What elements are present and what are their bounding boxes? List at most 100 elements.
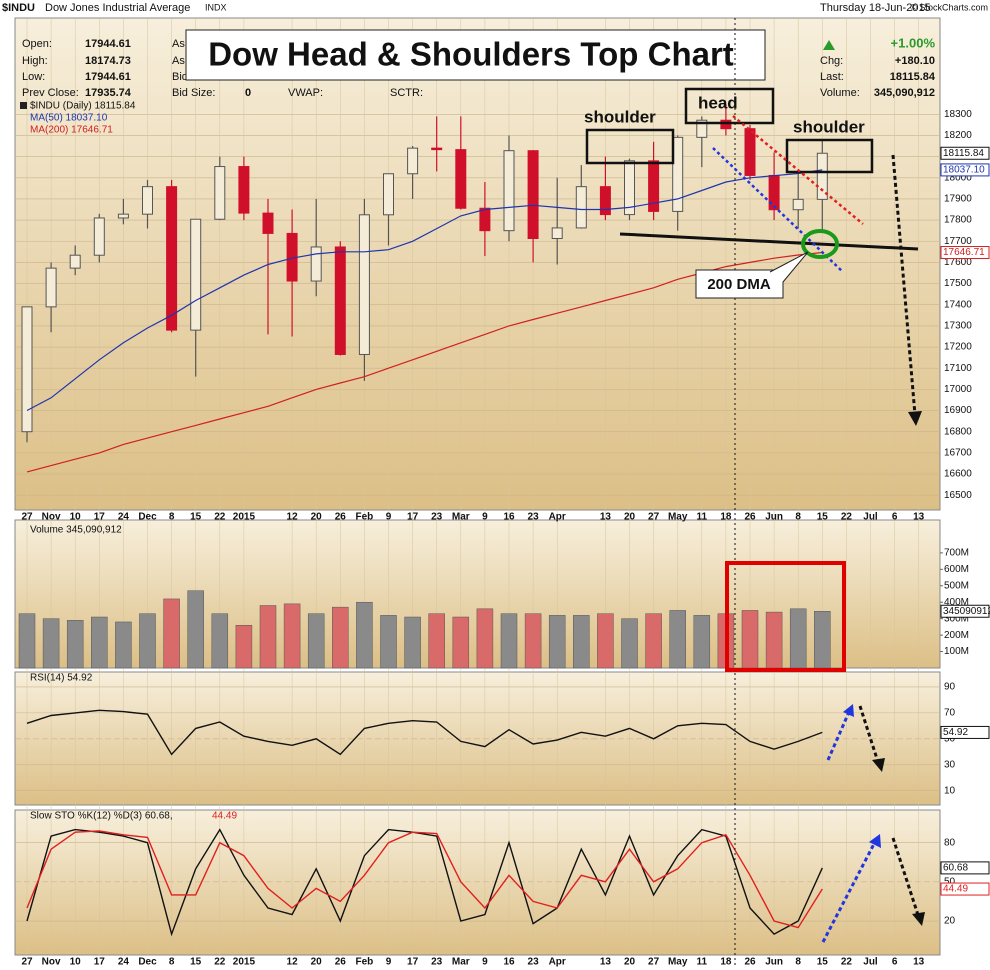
- field-value: 17935.74: [85, 87, 132, 99]
- x-tick-label: 9: [482, 512, 488, 523]
- x-tick-label: 13: [913, 512, 925, 523]
- shoulder-box: [785, 138, 874, 174]
- x-tick-label: Nov: [42, 512, 61, 523]
- y-tick-label: 16800: [944, 426, 972, 437]
- x-tick-label: 26: [744, 957, 756, 968]
- x-tick-label: Jun: [765, 957, 783, 968]
- x-tick-label: 20: [311, 512, 323, 523]
- x-tick-label: Feb: [356, 957, 374, 968]
- series-line: [26, 828, 823, 937]
- volume-bar: [115, 621, 132, 669]
- volume-bar: [645, 613, 662, 669]
- x-tick-label: 17: [94, 512, 106, 523]
- annotation-layer: [585, 18, 925, 965]
- x-tick-label: 22: [841, 957, 853, 968]
- panel-title: Volume 345,090,912: [30, 525, 122, 536]
- volume-bar: [669, 610, 686, 669]
- field-label: Low:: [22, 71, 45, 83]
- x-tick-label: 12: [287, 512, 299, 523]
- x-tick-label: 26: [744, 512, 756, 523]
- trend-line: [732, 115, 864, 225]
- x-tick-label: 2015: [233, 512, 256, 523]
- x-tick-label: 11: [697, 957, 708, 968]
- chart-title: Dow Head & Shoulders Top Chart: [208, 36, 734, 73]
- field-label: Prev Close:: [22, 87, 79, 99]
- x-tick-label: 22: [841, 512, 853, 523]
- value-tag-label: 345090912: [943, 606, 990, 617]
- panel-title: RSI(14) 54.92: [30, 673, 93, 684]
- arrow: [858, 705, 880, 763]
- y-tick-label: 18300: [944, 109, 972, 120]
- x-tick-label: 26: [335, 512, 347, 523]
- candle-body: [45, 267, 57, 308]
- arrowhead: [869, 834, 881, 848]
- x-tick-label: 8: [169, 512, 175, 523]
- value-tag: [940, 861, 990, 875]
- x-tick-label: 24: [118, 957, 130, 968]
- field-value: 18174.73: [85, 55, 131, 67]
- annotation: 200 DMA: [707, 276, 771, 293]
- candle-body: [407, 147, 419, 175]
- value-tag-label: 17646.71: [943, 247, 985, 258]
- y-tick-label: 16600: [944, 469, 972, 480]
- y-tick-label: 200M: [944, 630, 969, 641]
- date: Thursday 18-Jun-2015: [820, 2, 931, 14]
- volume-bar: [452, 616, 470, 669]
- x-tick-label: 17: [407, 512, 419, 523]
- x-tick-label: Nov: [42, 957, 61, 968]
- x-tick-label: 11: [697, 512, 708, 523]
- volume-bar: [259, 605, 277, 669]
- x-tick-label: 8: [795, 512, 801, 523]
- candle-body: [816, 152, 828, 200]
- volume-bar: [476, 608, 494, 669]
- volume-bar: [66, 620, 84, 669]
- x-tick-label: 23: [431, 957, 443, 968]
- candle-body: [69, 254, 81, 269]
- volume-bar: [42, 618, 60, 669]
- volume-bar: [235, 624, 253, 669]
- x-tick-label: 24: [118, 512, 130, 523]
- volume-bar: [765, 611, 783, 669]
- volume-bar: [332, 606, 349, 669]
- series-line: [26, 169, 823, 412]
- x-tick-label: 20: [624, 512, 636, 523]
- candle-body: [431, 147, 443, 151]
- x-tick-label: 6: [892, 957, 898, 968]
- candle-body: [262, 212, 274, 234]
- x-tick-label: 10: [70, 512, 82, 523]
- candle-body: [238, 166, 250, 214]
- candle-body: [551, 227, 563, 240]
- value-tag: [940, 146, 990, 160]
- arrow: [826, 711, 851, 761]
- x-tick-label: 13: [600, 512, 612, 523]
- candle-body: [720, 119, 732, 130]
- x-tick-label: 16: [503, 957, 515, 968]
- value-tag: [940, 163, 990, 177]
- x-tick-label: 27: [648, 512, 660, 523]
- x-tick-label: 15: [817, 957, 829, 968]
- x-tick-label: May: [668, 957, 688, 968]
- arrowhead: [843, 704, 854, 717]
- x-tick-label: 26: [335, 957, 347, 968]
- field-label: Bid Size:: [172, 87, 215, 99]
- change-pct: +1.00%: [891, 35, 936, 50]
- x-tick-label: 13: [913, 957, 925, 968]
- y-tick-label: 700M: [944, 548, 969, 559]
- volume-bar: [404, 616, 421, 669]
- legend-entry: $INDU (Daily) 18115.84: [30, 101, 136, 112]
- x-tick-label: Apr: [549, 512, 566, 523]
- up-arrow: [823, 40, 835, 50]
- value-tag: [940, 604, 990, 618]
- x-tick-label: 15: [190, 957, 202, 968]
- field-label: Volume:: [820, 87, 860, 99]
- volume-bar: [789, 608, 807, 669]
- x-tick-label: 27: [21, 957, 33, 968]
- sto-panel: [14, 809, 941, 956]
- volume-bar: [741, 610, 759, 669]
- x-tick-label: 16: [503, 512, 515, 523]
- x-tick-label: 6: [892, 512, 898, 523]
- label-box: [695, 269, 784, 299]
- candle-body: [527, 150, 539, 240]
- y-tick-label: 400M: [944, 597, 969, 608]
